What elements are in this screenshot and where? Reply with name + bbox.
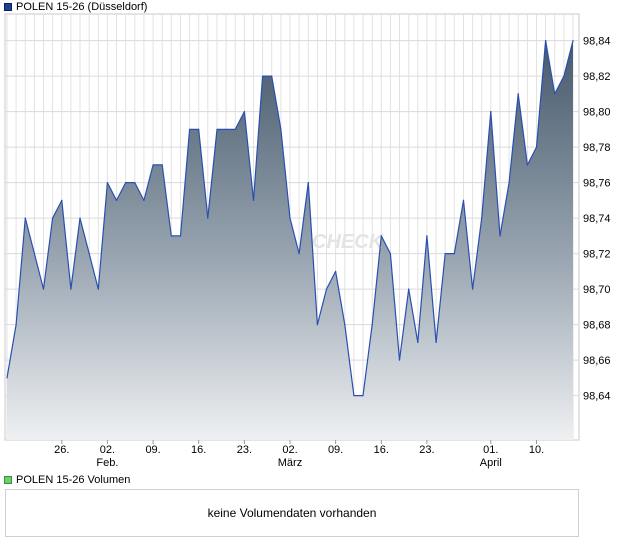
price-line-segment <box>15 217 26 326</box>
x-tick-day: 23. <box>419 444 434 456</box>
price-line-segment <box>115 182 127 201</box>
price-line-segment <box>79 217 90 255</box>
volume-legend-label: POLEN 15-26 Volumen <box>16 474 131 486</box>
x-tick-day: 10. <box>529 444 544 456</box>
price-line-segment <box>554 75 565 95</box>
x-tick-month: März <box>278 457 302 469</box>
price-line-segment <box>6 324 17 379</box>
price-line-segment <box>453 199 465 255</box>
y-tick-label: 98,68 <box>583 320 611 332</box>
price-line <box>6 39 574 397</box>
price-line-segment <box>490 110 501 237</box>
price-line-segment <box>380 235 391 255</box>
price-line-segment <box>61 199 72 290</box>
price-line-segment <box>316 288 328 326</box>
volume-message: keine Volumendaten vorhanden <box>207 506 377 520</box>
volume-panel: keine Volumendaten vorhanden <box>5 489 579 537</box>
price-line-segment <box>472 217 483 290</box>
price-line-segment <box>335 270 346 326</box>
price-legend: POLEN 15-26 (Düsseldorf) <box>4 0 147 14</box>
x-tick-day: 01. <box>483 444 498 456</box>
price-line-segment <box>481 110 492 219</box>
price-line-segment <box>143 164 154 201</box>
price-line-segment <box>252 75 264 201</box>
x-tick-day: 26. <box>54 444 69 456</box>
volume-legend-swatch <box>4 476 12 484</box>
price-line-segment <box>198 128 209 219</box>
price-line-segment <box>179 128 191 237</box>
y-tick-label: 98,70 <box>583 284 611 296</box>
price-line-segment <box>544 39 556 95</box>
x-tick-day: 16. <box>374 444 389 456</box>
price-line-segment <box>24 217 36 255</box>
price-line-segment <box>508 93 519 184</box>
price-line-segment <box>161 164 172 237</box>
price-line-segment <box>362 324 373 397</box>
price-line-segment <box>134 182 145 201</box>
y-tick-label: 98,64 <box>583 391 611 403</box>
price-line-segment <box>42 217 54 290</box>
y-axis-labels: 98,64 98,66 98,68 98,70 98,72 98,74 98,76 98,78… <box>583 36 611 403</box>
y-tick-label: 98,74 <box>583 213 611 225</box>
price-line-segment <box>33 253 45 290</box>
price-line-segment <box>526 146 538 166</box>
price-line-segment <box>243 110 255 201</box>
y-tick-label: 98,82 <box>583 71 611 83</box>
y-tick-label: 98,72 <box>583 249 611 261</box>
y-tick-label: 98,80 <box>583 107 611 119</box>
y-tick-label: 98,84 <box>583 36 611 48</box>
price-line-segment <box>389 253 401 361</box>
x-tick-day: 02. <box>282 444 297 456</box>
price-line-segment <box>517 93 529 166</box>
x-tick-month: Feb. <box>96 457 118 469</box>
price-line-segment <box>563 39 574 77</box>
price-line-segment <box>97 182 109 290</box>
price-chart: CHECK 98,64 98,66 98,68 98,70 98,72 98,74 98,7… <box>4 13 611 469</box>
price-legend-swatch <box>4 3 12 11</box>
price-legend-label: POLEN 15-26 (Düsseldorf) <box>16 1 148 13</box>
price-line-segment <box>426 235 437 343</box>
price-line-segment <box>298 182 309 255</box>
y-tick-label: 98,78 <box>583 142 611 154</box>
price-line-segment <box>344 324 355 397</box>
price-line-segment <box>435 253 446 343</box>
price-line-segment <box>106 182 118 201</box>
x-tick-day: 16. <box>191 444 206 456</box>
x-tick-day: 23. <box>237 444 252 456</box>
x-tick-day: 09. <box>328 444 343 456</box>
price-line-segment <box>499 182 510 237</box>
price-line-segment <box>280 128 291 219</box>
price-line-segment <box>88 253 99 290</box>
price-line-segment <box>325 270 337 290</box>
price-line-segment <box>408 288 419 343</box>
price-line-segment <box>207 128 218 219</box>
price-line-segment <box>371 235 382 326</box>
price-area <box>7 40 573 440</box>
volume-legend: POLEN 15-26 Volumen <box>4 473 130 487</box>
area-series <box>7 40 573 440</box>
x-tick-month: April <box>480 457 502 469</box>
price-line-segment <box>234 110 245 130</box>
price-line-segment <box>417 235 428 343</box>
x-tick-day: 02. <box>100 444 115 456</box>
price-line-segment <box>307 182 318 326</box>
y-tick-label: 98,66 <box>583 355 611 367</box>
x-tick-day: 09. <box>145 444 160 456</box>
price-line-segment <box>535 39 547 148</box>
price-line-segment <box>271 75 282 130</box>
price-line-segment <box>70 217 81 290</box>
y-tick-label: 98,76 <box>583 178 611 190</box>
price-line-segment <box>289 217 300 255</box>
price-line-segment <box>398 288 410 361</box>
price-line-segment <box>462 199 474 290</box>
watermark: CHECK <box>312 231 385 253</box>
price-line-segment <box>51 199 63 219</box>
